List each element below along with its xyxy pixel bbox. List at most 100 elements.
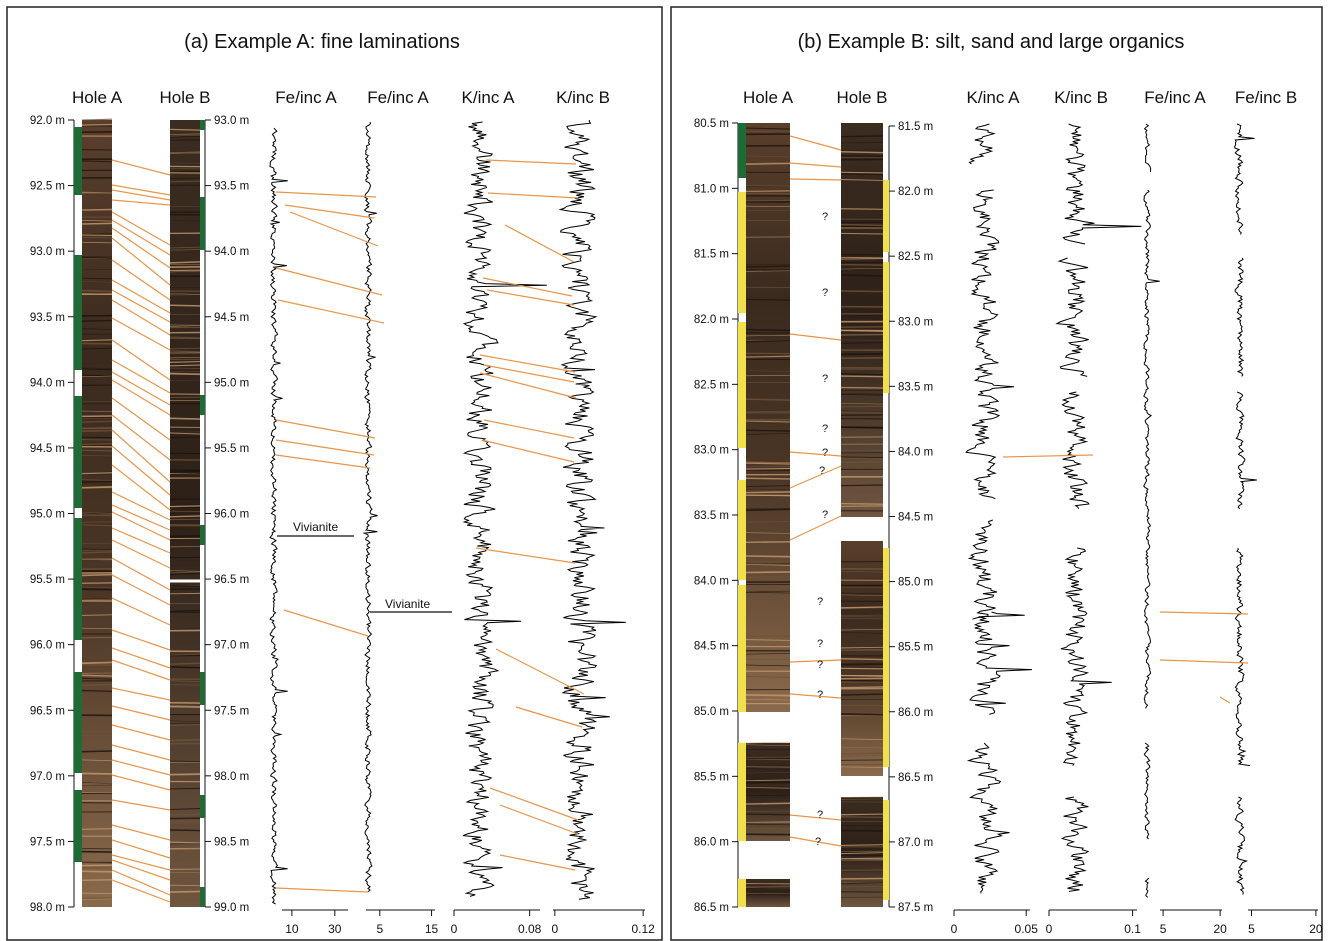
a-core-holeA-lamina [81, 257, 113, 259]
a-depth-holeA-tick-label: 96.0 m [30, 640, 65, 652]
b-depth-holeB-tick-label: 83.0 m [898, 316, 933, 328]
a-core-holeA-lamina [81, 160, 113, 163]
a-hole-tie-line [111, 527, 171, 554]
a-core-holeA-lamina [81, 598, 113, 600]
b-core-holeA-1-lamina [745, 355, 791, 358]
b-trace-kinc-b [1060, 796, 1090, 892]
a-core-holeB-lamina [169, 313, 201, 316]
a-core-holeA-lamina [81, 319, 113, 322]
b-depth-holeA-tick-label: 83.0 m [694, 445, 729, 457]
b-uncertain-marker: ? [817, 689, 823, 701]
a-core-holeA-lamina [81, 281, 113, 283]
a-x-axis-feinc-a2-tick-label: 5 [376, 922, 383, 936]
a-hole-tie-line [111, 774, 171, 791]
b-tie-line [789, 659, 842, 663]
b-uncertain-marker: ? [817, 809, 823, 821]
a-hole-tie-line [111, 839, 171, 859]
a-core-holeA-lamina [81, 892, 113, 895]
a-core-holeB-lamina [169, 293, 201, 295]
a-core-holeA-lamina [81, 339, 113, 342]
b-core-holeA-1-lamina [745, 521, 791, 523]
a-core-holeB-lamina [169, 890, 201, 893]
b-core-holeA-1-lamina [745, 328, 791, 332]
a-core-holeA-lamina [81, 118, 113, 121]
a-log-tie-line [275, 887, 369, 893]
a-core-holeA-lamina [81, 674, 113, 677]
b-depth-holeB-tick-label: 84.5 m [898, 512, 933, 524]
b-core-holeB-2-lamina [840, 752, 884, 755]
a-core-holeA-lamina [81, 314, 113, 317]
a-hole-tie-line [111, 199, 171, 206]
a-core-holeB-lamina [169, 128, 201, 131]
a-core-holeB-lamina [169, 705, 201, 707]
a-hole-tie-line [111, 854, 171, 871]
b-core-holeA-2-lamina [745, 827, 791, 830]
a-log-tie-line [499, 804, 579, 835]
a-core-holeB-lamina [169, 168, 201, 170]
b-tie-line [789, 814, 842, 821]
panel-b-col-label-1: Hole B [836, 88, 887, 107]
b-trace-feinc-a [1143, 123, 1152, 172]
b-core-holeB-1-lamina [840, 342, 884, 344]
a-log-tie-line [283, 609, 369, 637]
a-core-holeB-lamina [169, 653, 201, 656]
a-core-holeB-lamina [169, 738, 201, 742]
b-core-holeB-1-lamina [840, 393, 884, 396]
b-core-holeA-1-lamina [745, 433, 791, 435]
b-core-holeB-1-lamina [840, 411, 884, 414]
a-log-tie-line [275, 191, 377, 198]
a-depth-holeA-tick-label: 93.0 m [30, 246, 65, 258]
b-uncertain-marker: ? [822, 509, 828, 521]
panel-b-col-label-5: Fe/inc B [1235, 88, 1297, 107]
b-core-holeB-3-lamina [840, 798, 884, 800]
a-hole-tie-line [111, 824, 171, 841]
a-core-holeA-lamina [81, 234, 113, 237]
b-depth-holeB-tick-label: 87.5 m [898, 902, 933, 914]
a-hole-tie-line [111, 359, 171, 394]
b-depth-holeA-tick-label: 84.0 m [694, 575, 729, 587]
b-core-holeA-1-lamina [745, 477, 791, 480]
b-trace-feinc-b [1234, 123, 1255, 235]
a-core-holeA-lamina [81, 480, 113, 483]
panel-a-col-label-4: K/inc A [462, 88, 516, 107]
a-log-tie-line [487, 192, 579, 199]
a-depth-holeB-tick-label: 98.5 m [214, 836, 249, 848]
a-core-holeB-lamina [169, 261, 201, 264]
b-core-holeB-2-lamina [840, 614, 884, 617]
a-core-holeB-lamina [169, 170, 201, 173]
a-core-holeB-lamina [169, 515, 201, 518]
a-core-holeB-lamina [169, 841, 201, 844]
b-core-holeA-1-lamina [745, 653, 791, 655]
a-log-tie-line [485, 159, 577, 165]
a-core-holeA-lamina [81, 627, 113, 630]
a-log-tie-line [481, 439, 575, 463]
b-core-holeB-1-lamina [840, 484, 884, 487]
a-core-holeB-lamina [169, 504, 201, 507]
b-core-holeA-1-lamina [745, 490, 791, 492]
b-depth-holeA-tick-label: 84.5 m [694, 641, 729, 653]
b-trace-kinc-a [965, 189, 1015, 500]
b-trace-kinc-b [1062, 123, 1142, 245]
a-x-axis-kinc-b-tick-label: 0 [551, 922, 558, 936]
a-core-holeB-lamina [169, 357, 201, 359]
a-core-holeB-lamina [169, 432, 201, 435]
b-depth-holeA-tick-label: 83.5 m [694, 510, 729, 522]
a-core-holeB-lamina [169, 871, 201, 874]
b-core-holeB-1-lamina [840, 413, 884, 415]
b-uncertain-marker: ? [822, 211, 828, 223]
b-core-holeA-1-lamina [745, 639, 791, 641]
a-depth-holeA-tick-label: 92.5 m [30, 181, 65, 193]
b-tie-line [789, 333, 842, 341]
b-x-axis-kinc-b-tick-label: 0.1 [1124, 922, 1141, 936]
b-trace-kinc-a [969, 611, 1033, 715]
a-core-holeA-lamina [81, 289, 113, 293]
a-core-holeA-lamina [81, 427, 113, 430]
a-core-holeA-lamina [81, 222, 113, 225]
b-uncertain-marker: ? [822, 287, 828, 299]
a-x-axis-kinc-a-tick-label: 0 [451, 922, 458, 936]
a-log-tie-line [504, 224, 575, 263]
b-core-holeB-2-lamina [840, 766, 884, 768]
b-holeB-section-bar [883, 548, 889, 660]
b-core-holeB-2-lamina [840, 664, 884, 666]
